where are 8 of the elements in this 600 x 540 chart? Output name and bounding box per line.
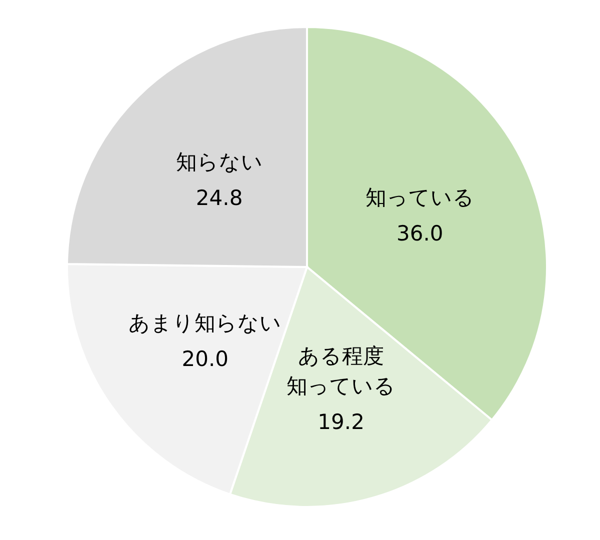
slice-label: 知っている [365, 186, 474, 210]
slice-label: 知らない [176, 150, 263, 174]
data-label: 20.0 [182, 346, 229, 371]
data-label: 24.8 [196, 186, 243, 210]
slice-label: あまり知らない [128, 310, 282, 335]
slice-label: ある程度知っている [286, 344, 396, 398]
data-label: 19.2 [318, 410, 364, 434]
data-label: 36.0 [396, 222, 444, 246]
